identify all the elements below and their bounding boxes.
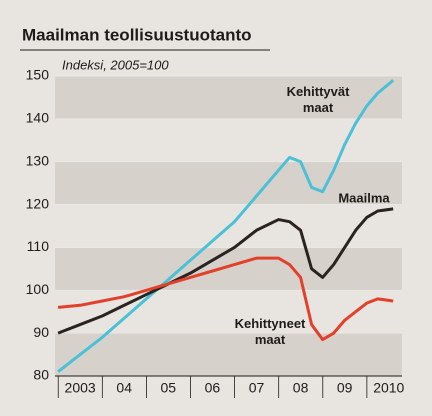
y-tick-label: 140 — [26, 110, 50, 126]
y-tick-label: 80 — [33, 367, 49, 383]
x-tick-label: 2010 — [373, 380, 404, 396]
series-label-line: maat — [303, 100, 334, 115]
series-label-line: Kehittyvät — [287, 84, 351, 99]
series-line — [57, 79, 395, 373]
y-tick-label: 110 — [27, 238, 50, 254]
series-label: Maailma — [338, 190, 390, 205]
grid-band — [55, 247, 402, 291]
x-tick-label: 06 — [205, 380, 221, 396]
x-tick-label: 2003 — [65, 380, 96, 396]
series-line — [57, 207, 394, 335]
series-label: Kehittyvät maat — [287, 84, 351, 115]
y-tick-label: 100 — [26, 281, 50, 297]
chart-title: Maailman teollisuustuotanto — [22, 25, 252, 44]
x-tick-label: 08 — [293, 380, 309, 396]
y-tick-label: 150 — [26, 67, 50, 83]
x-tick-label: 04 — [116, 380, 132, 396]
y-tick-label: 90 — [33, 324, 49, 340]
x-tick-label: 07 — [249, 380, 265, 396]
series-label-line: Kehittyneet — [235, 316, 306, 331]
y-tick-label: 130 — [26, 152, 50, 168]
series-label-line: maat — [255, 332, 286, 347]
chart-subtitle: Indeksi, 2005=100 — [62, 57, 169, 72]
series-label: Kehittyneet maat — [235, 316, 306, 347]
y-tick-label: 120 — [26, 195, 50, 211]
grid-band — [55, 161, 402, 205]
x-tick-label: 09 — [337, 380, 353, 396]
grid-band — [55, 76, 402, 119]
series-line — [57, 256, 394, 342]
grid-band — [55, 333, 402, 376]
x-tick-label: 05 — [161, 380, 177, 396]
